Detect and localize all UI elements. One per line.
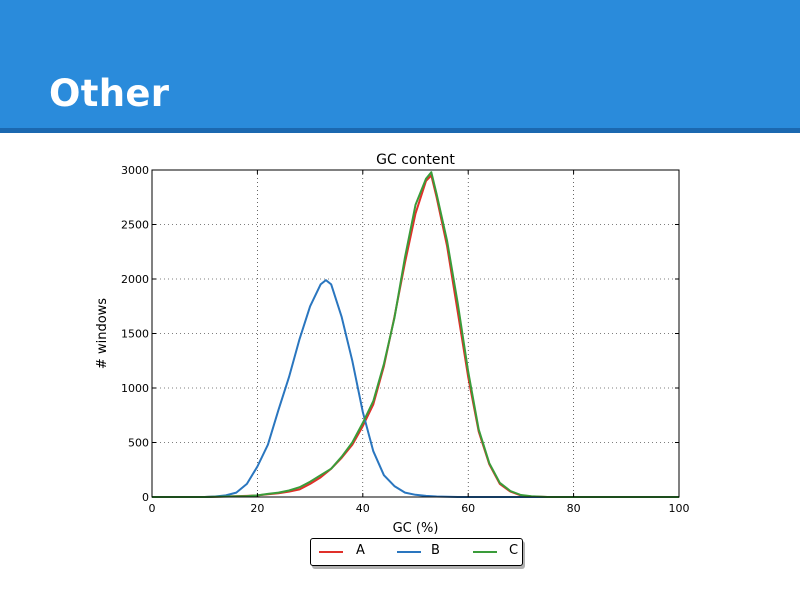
series-layer (152, 171, 679, 498)
y-tick-label: 500 (128, 437, 149, 450)
x-tick-label: 60 (461, 502, 475, 515)
slide-title: Other (49, 72, 170, 115)
y-tick-label: 3000 (121, 164, 149, 177)
y-axis-label: # windows (95, 298, 110, 369)
x-tick-label: 20 (250, 502, 264, 515)
grid-layer (151, 169, 680, 498)
legend-label-c: C (509, 543, 519, 558)
series-line-a (152, 174, 679, 498)
x-tick-label: 80 (567, 502, 581, 515)
y-tick-label: 2000 (121, 273, 149, 286)
header-divider (0, 128, 800, 133)
chart-title: GC content (376, 152, 455, 168)
x-tick-label: 100 (669, 502, 690, 515)
x-tick-label: 40 (356, 502, 370, 515)
legend-label-b: B (431, 543, 440, 558)
y-tick-label: 2500 (121, 219, 149, 232)
legend-swatch-b (397, 551, 421, 553)
plot-frame (151, 169, 680, 498)
x-axis-label: GC (%) (393, 521, 439, 536)
slide-header (0, 0, 800, 128)
y-tick-label: 1500 (121, 328, 149, 341)
series-line-b (152, 279, 679, 498)
x-tick-label: 0 (149, 502, 156, 515)
legend-swatch-c (473, 551, 497, 553)
legend-label-a: A (356, 543, 365, 558)
chart-legend: A B C (310, 538, 523, 566)
series-line-c (152, 171, 679, 498)
y-tick-label: 1000 (121, 382, 149, 395)
legend-swatch-a (319, 551, 343, 553)
y-tick-label: 0 (142, 491, 149, 504)
